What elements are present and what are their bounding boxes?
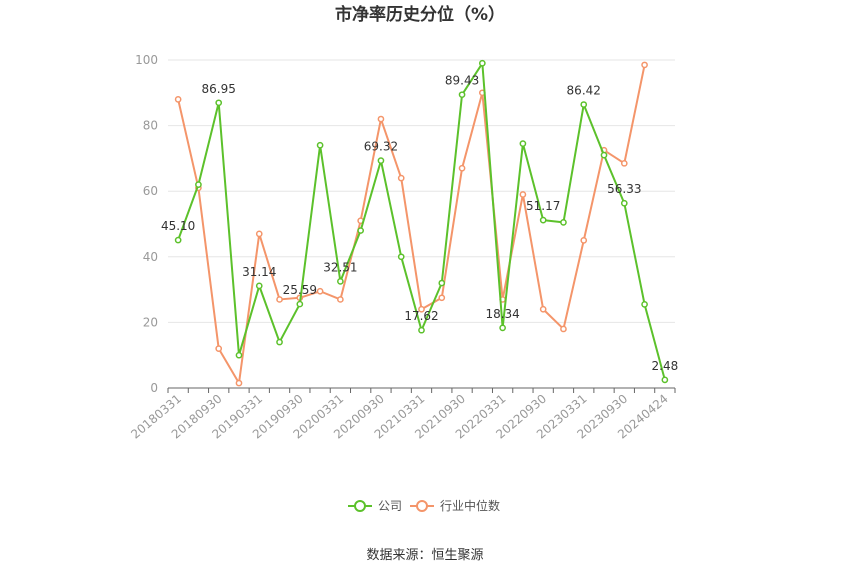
data-point[interactable]: [539, 305, 547, 313]
data-point[interactable]: [438, 294, 446, 302]
data-point[interactable]: [377, 115, 385, 123]
y-tick-labels: 0 20 40 60 80 100: [135, 53, 158, 395]
data-point[interactable]: [174, 96, 182, 103]
data-point[interactable]: [296, 300, 304, 308]
data-point[interactable]: [438, 279, 446, 287]
data-point[interactable]: [600, 151, 608, 159]
data-point[interactable]: [276, 296, 283, 303]
data-point[interactable]: [397, 253, 405, 261]
grid-lines: [168, 59, 675, 323]
data-point[interactable]: [316, 141, 324, 149]
data-labels: 45.10 86.95 31.14 25.59 32.51 69.32 17.62 89.43…: [161, 74, 678, 373]
data-label: 17.62: [404, 309, 438, 323]
data-point[interactable]: [499, 324, 506, 332]
data-point[interactable]: [661, 376, 669, 384]
data-point[interactable]: [235, 351, 243, 359]
data-label: 86.95: [202, 82, 236, 96]
data-point[interactable]: [195, 181, 202, 188]
x-axis: 2018033120180930201903312019093020200331…: [128, 387, 676, 442]
legend-marker: [416, 500, 428, 512]
y-tick-label: 0: [150, 381, 158, 395]
data-label: 51.17: [526, 199, 560, 213]
data-point[interactable]: [174, 236, 182, 244]
data-point[interactable]: [560, 219, 567, 226]
data-source: 数据来源：恒生聚源: [366, 548, 483, 563]
data-point[interactable]: [539, 216, 547, 224]
data-point[interactable]: [235, 379, 243, 387]
data-point[interactable]: [418, 326, 425, 334]
y-tick-label: 100: [135, 53, 158, 67]
legend-item-industry-median[interactable]: 行业中位数: [410, 498, 500, 513]
data-point[interactable]: [276, 338, 283, 346]
data-point[interactable]: [337, 296, 344, 303]
data-point[interactable]: [337, 278, 344, 285]
data-label: 25.59: [283, 283, 317, 297]
data-label: 86.42: [567, 84, 601, 98]
data-point[interactable]: [580, 237, 588, 244]
legend[interactable]: 公司 行业中位数: [348, 498, 500, 513]
data-point[interactable]: [377, 157, 385, 164]
y-tick-label: 20: [143, 315, 158, 329]
data-point[interactable]: [215, 99, 223, 107]
series-company: [174, 59, 669, 384]
data-point[interactable]: [620, 199, 628, 207]
data-point[interactable]: [641, 301, 648, 308]
data-point[interactable]: [458, 91, 466, 99]
data-point[interactable]: [641, 61, 648, 69]
data-point[interactable]: [580, 101, 588, 108]
series-line: [177, 64, 646, 385]
data-label: 18.34: [485, 307, 519, 321]
data-label: 56.33: [607, 182, 641, 196]
data-label: 32.51: [323, 260, 357, 274]
data-point[interactable]: [519, 191, 527, 198]
data-point[interactable]: [357, 227, 365, 234]
legend-label: 行业中位数: [440, 498, 500, 513]
data-label: 69.32: [364, 140, 398, 154]
data-point[interactable]: [560, 325, 567, 333]
chart-title: 市净率历史分位（%）: [335, 4, 505, 25]
data-point[interactable]: [255, 282, 263, 290]
data-label: 2.48: [652, 359, 679, 373]
y-tick-label: 60: [143, 184, 158, 198]
data-label: 45.10: [161, 219, 195, 233]
data-point[interactable]: [397, 174, 405, 182]
data-label: 31.14: [242, 265, 276, 279]
legend-item-company[interactable]: 公司: [348, 499, 402, 513]
data-point[interactable]: [478, 59, 486, 67]
data-point[interactable]: [255, 230, 263, 238]
data-point[interactable]: [620, 159, 628, 167]
data-point[interactable]: [215, 345, 223, 352]
y-tick-label: 80: [143, 119, 158, 133]
legend-label: 公司: [378, 499, 402, 513]
series-industry-median: [174, 61, 648, 387]
data-point[interactable]: [519, 140, 527, 147]
data-point[interactable]: [316, 287, 324, 295]
data-point[interactable]: [458, 164, 466, 172]
legend-marker: [354, 500, 366, 512]
series-layer: [174, 59, 669, 387]
y-tick-label: 40: [143, 250, 158, 264]
data-point[interactable]: [418, 305, 425, 313]
data-label: 89.43: [445, 74, 479, 88]
